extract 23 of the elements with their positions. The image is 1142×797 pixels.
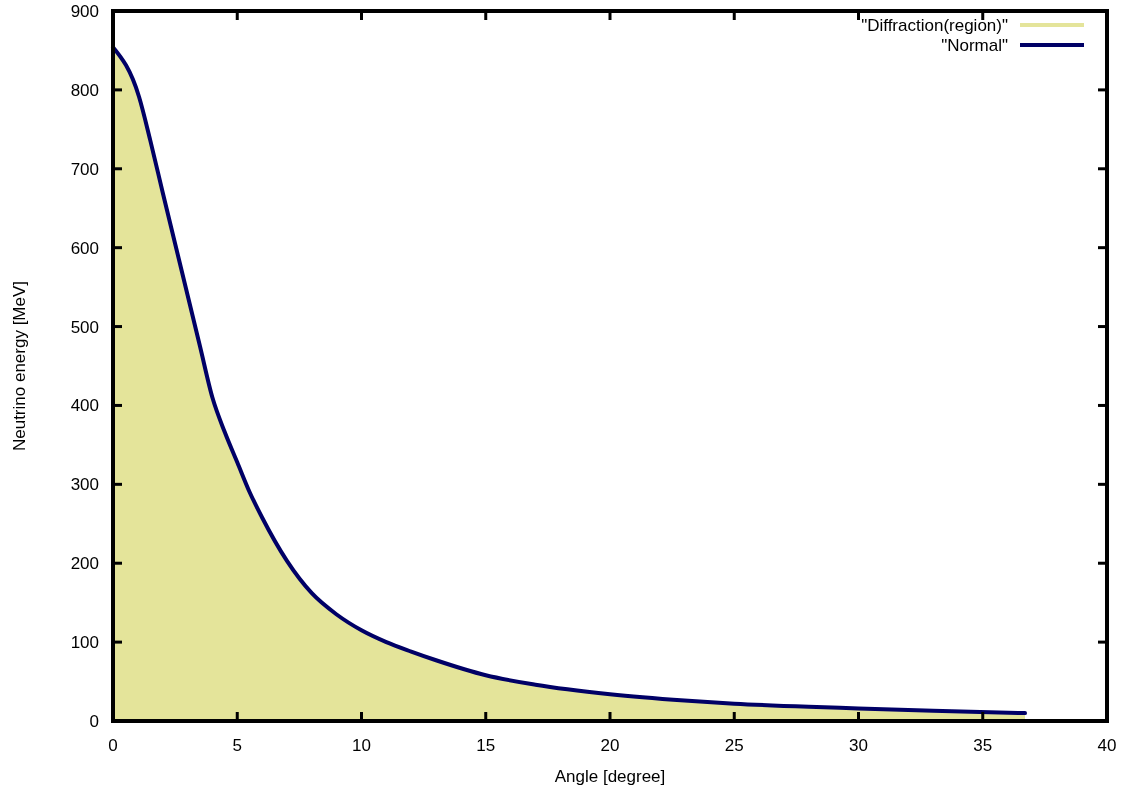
x-tick-label: 0: [108, 736, 118, 755]
legend-label: "Diffraction(region)": [861, 16, 1008, 35]
x-tick-label: 15: [476, 736, 496, 755]
x-axis-title: Angle [degree]: [554, 767, 666, 786]
x-tick-label: 10: [352, 736, 371, 755]
y-axis-title: Neutrino energy [MeV]: [10, 280, 29, 452]
y-tick-label: 600: [70, 238, 99, 258]
y-tick-label: 800: [70, 80, 99, 100]
y-tick-label: 300: [70, 475, 99, 495]
x-tick-label: 5: [232, 736, 242, 755]
y-tick-label: 200: [70, 554, 99, 574]
y-tick-label: 0: [89, 712, 99, 731]
y-tick-label: 500: [70, 317, 99, 337]
x-tick-label: 20: [600, 736, 620, 755]
y-tick-label: 400: [70, 396, 99, 416]
x-tick-label: 35: [973, 736, 993, 755]
x-tick-label: 40: [1097, 736, 1117, 755]
y-tick-label: 700: [70, 159, 99, 179]
legend-label: "Normal": [941, 36, 1008, 55]
y-tick-label: 900: [70, 2, 99, 21]
x-tick-label: 25: [724, 736, 744, 755]
y-tick-label: 100: [70, 633, 99, 653]
x-tick-label: 30: [849, 736, 868, 755]
